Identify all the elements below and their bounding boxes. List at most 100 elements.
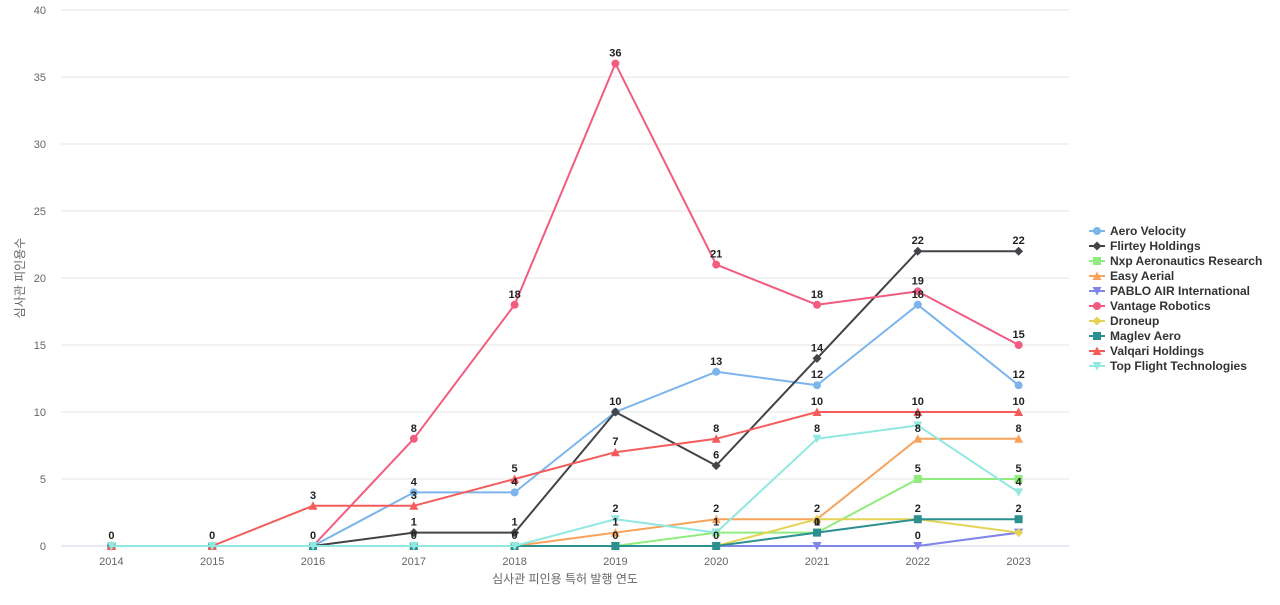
data-point <box>813 300 821 309</box>
data-label: 3 <box>411 490 417 502</box>
data-point <box>1014 528 1024 538</box>
data-label: 22 <box>1012 235 1024 247</box>
data-label: 2 <box>814 503 820 515</box>
data-label: 19 <box>912 275 924 287</box>
data-label: 6 <box>713 450 719 462</box>
y-axis-title: 심사관 피인용수 <box>13 238 27 319</box>
x-tick-label: 2017 <box>402 556 426 568</box>
data-label: 8 <box>814 423 820 435</box>
data-point <box>510 542 520 551</box>
data-label: 1 <box>814 517 820 529</box>
legend-label: Valqari Holdings <box>1110 344 1204 358</box>
legend-item-droneup[interactable]: Droneup <box>1089 314 1159 328</box>
data-label: 8 <box>411 423 417 435</box>
data-point <box>1014 341 1023 349</box>
legend-item-pablo-air-international[interactable]: PABLO AIR International <box>1089 284 1250 298</box>
y-tick-label: 30 <box>34 139 46 151</box>
y-tick-label: 5 <box>40 474 46 486</box>
x-tick-label: 2015 <box>200 556 224 568</box>
data-point <box>913 475 922 483</box>
series-line-top-flight-technologies <box>110 424 1020 547</box>
data-label: 13 <box>710 356 722 368</box>
data-label: 4 <box>1016 476 1023 488</box>
data-point <box>409 528 419 538</box>
legend-item-nxp-aeronautics-research[interactable]: Nxp Aeronautics Research <box>1089 254 1262 268</box>
data-label: 8 <box>713 423 719 435</box>
data-point <box>913 542 923 551</box>
y-tick-label: 35 <box>34 72 46 84</box>
data-point <box>812 407 822 416</box>
legend-marker <box>1093 257 1101 265</box>
legend-item-valqari-holdings[interactable]: Valqari Holdings <box>1089 344 1204 358</box>
data-label: 21 <box>710 249 722 261</box>
series-layer <box>106 59 1024 551</box>
data-label: 0 <box>814 517 820 529</box>
data-point <box>711 434 721 443</box>
data-label: 18 <box>508 289 520 301</box>
data-point <box>812 542 822 551</box>
data-point <box>409 542 419 551</box>
data-label: 8 <box>1016 423 1022 435</box>
grid-layer <box>61 9 1069 547</box>
legend-label: Maglev Aero <box>1110 329 1181 343</box>
data-label: 0 <box>411 530 417 542</box>
data-label: 18 <box>811 289 823 301</box>
legend-item-vantage-robotics[interactable]: Vantage Robotics <box>1089 299 1211 313</box>
y-tick-label: 15 <box>34 340 46 352</box>
legend-marker <box>1092 287 1102 296</box>
data-label: 10 <box>912 396 924 408</box>
data-point <box>711 514 721 524</box>
legend-item-top-flight-technologies[interactable]: Top Flight Technologies <box>1089 359 1247 373</box>
series-line-aero-velocity <box>110 303 1020 547</box>
legend-item-easy-aerial[interactable]: Easy Aerial <box>1089 269 1174 283</box>
data-label: 0 <box>209 530 215 542</box>
series-vantage-robotics <box>107 59 1023 550</box>
data-label: 2 <box>915 503 921 515</box>
data-label: 10 <box>811 396 823 408</box>
data-label: 2 <box>1016 503 1022 515</box>
data-point <box>1014 475 1023 483</box>
data-point <box>813 381 821 390</box>
x-tick-label: 2020 <box>704 556 728 568</box>
legend-item-flirtey-holdings[interactable]: Flirtey Holdings <box>1089 239 1201 253</box>
data-point <box>913 421 923 430</box>
axis-layer: 심사관 피인용수 심사관 피인용 특허 발행 연도 05101520253035… <box>13 5 1031 586</box>
data-label: 10 <box>609 396 621 408</box>
data-label: 1 <box>713 517 719 529</box>
legend-item-maglev-aero[interactable]: Maglev Aero <box>1089 329 1181 343</box>
data-label: 0 <box>713 530 719 542</box>
data-label: 9 <box>915 409 921 421</box>
data-point <box>1014 381 1023 390</box>
legend-label: Nxp Aeronautics Research <box>1110 254 1262 268</box>
series-line-valqari-holdings <box>110 411 1020 547</box>
data-label: 10 <box>1012 396 1024 408</box>
series-line-easy-aerial <box>110 437 1020 547</box>
data-label: 22 <box>912 235 924 247</box>
data-label: 0 <box>512 530 518 542</box>
data-label: 15 <box>1012 329 1024 341</box>
data-label: 7 <box>612 436 618 448</box>
data-point <box>1014 488 1024 497</box>
legend-item-aero-velocity[interactable]: Aero Velocity <box>1089 224 1186 238</box>
data-point <box>510 528 520 538</box>
series-aero-velocity <box>107 300 1023 550</box>
legend-label: Droneup <box>1110 314 1159 328</box>
data-point <box>611 59 620 68</box>
data-point <box>1014 434 1024 443</box>
y-tick-label: 25 <box>34 206 46 218</box>
legend-marker <box>1093 227 1101 235</box>
y-tick-label: 20 <box>34 273 46 285</box>
legend-marker <box>1092 362 1102 371</box>
data-point <box>610 447 620 457</box>
legend-label: Easy Aerial <box>1110 269 1174 283</box>
data-label: 4 <box>512 476 519 488</box>
data-point <box>106 542 116 551</box>
data-label: 12 <box>811 369 823 381</box>
legend-marker <box>1092 241 1102 251</box>
data-point <box>610 407 620 417</box>
data-label: 0 <box>915 530 921 542</box>
data-point <box>510 474 520 483</box>
data-point <box>207 542 217 551</box>
data-point <box>712 542 721 550</box>
series-line-nxp-aeronautics-research <box>110 478 1020 547</box>
